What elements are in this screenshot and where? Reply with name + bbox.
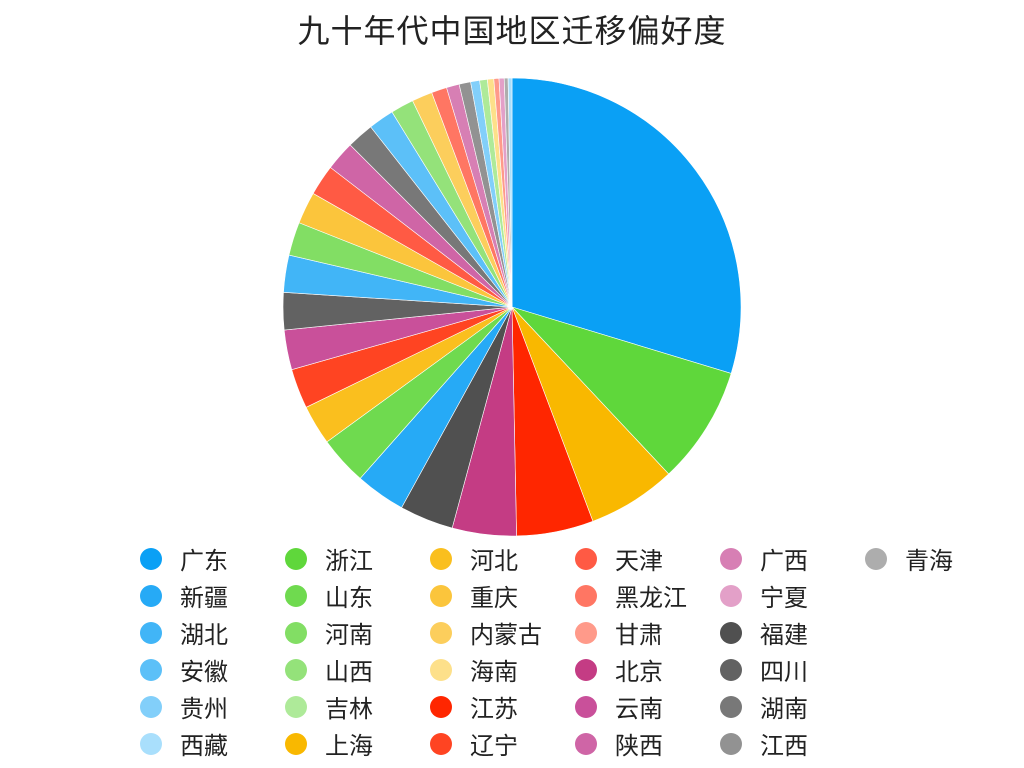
legend-item: 甘肃 <box>575 614 693 651</box>
legend-label: 湖南 <box>760 695 808 723</box>
legend-swatch <box>140 584 162 607</box>
legend-item: 贵州 <box>140 688 258 725</box>
legend-item: 海南 <box>430 651 548 688</box>
legend-label: 北京 <box>615 658 663 686</box>
legend-label: 辽宁 <box>470 732 518 760</box>
legend-item: 河南 <box>285 614 403 651</box>
legend-swatch <box>865 547 887 570</box>
legend-item: 江西 <box>720 725 838 762</box>
legend-swatch <box>430 621 452 644</box>
legend-swatch <box>430 658 452 681</box>
legend-item: 西藏 <box>140 725 258 762</box>
legend-label: 天津 <box>615 547 663 575</box>
legend-label: 福建 <box>760 621 808 649</box>
legend-swatch <box>575 732 597 755</box>
legend-item: 福建 <box>720 614 838 651</box>
legend-label: 江西 <box>760 732 808 760</box>
legend-label: 宁夏 <box>760 584 808 612</box>
legend-label: 海南 <box>470 658 518 686</box>
legend-item: 江苏 <box>430 688 548 725</box>
legend-label: 四川 <box>760 658 808 686</box>
legend-item: 黑龙江 <box>575 577 693 614</box>
legend-item: 宁夏 <box>720 577 838 614</box>
legend-label: 河南 <box>325 621 373 649</box>
legend-swatch <box>285 621 307 644</box>
legend-label: 浙江 <box>325 547 373 575</box>
legend-swatch <box>575 547 597 570</box>
legend-item: 青海 <box>865 540 983 577</box>
pie-slice <box>511 306 732 475</box>
legend-swatch <box>575 584 597 607</box>
legend-item: 四川 <box>720 651 838 688</box>
legend-item: 辽宁 <box>430 725 548 762</box>
legend-swatch <box>140 621 162 644</box>
legend-label: 陕西 <box>615 732 663 760</box>
legend-item: 陕西 <box>575 725 693 762</box>
legend-swatch <box>575 658 597 681</box>
legend-swatch <box>285 658 307 681</box>
legend-item: 湖南 <box>720 688 838 725</box>
legend-item: 云南 <box>575 688 693 725</box>
legend-swatch <box>720 584 742 607</box>
legend-swatch <box>140 658 162 681</box>
legend-swatch <box>140 547 162 570</box>
legend-label: 安徽 <box>180 658 228 686</box>
legend-item: 上海 <box>285 725 403 762</box>
legend: 广东新疆湖北安徽贵州西藏 浙江山东河南山西吉林上海 河北重庆内蒙古海南江苏辽宁 天津黑… <box>140 540 953 765</box>
legend-swatch <box>430 547 452 570</box>
legend-label: 广东 <box>180 547 228 575</box>
legend-swatch <box>720 547 742 570</box>
legend-swatch <box>720 658 742 681</box>
legend-swatch <box>285 732 307 755</box>
legend-swatch <box>575 695 597 718</box>
legend-swatch <box>430 584 452 607</box>
legend-swatch <box>285 695 307 718</box>
legend-swatch <box>720 621 742 644</box>
legend-label: 贵州 <box>180 695 228 723</box>
legend-swatch <box>285 547 307 570</box>
legend-swatch <box>430 695 452 718</box>
legend-label: 云南 <box>615 695 663 723</box>
legend-item: 内蒙古 <box>430 614 548 651</box>
legend-item: 浙江 <box>285 540 403 577</box>
legend-item: 安徽 <box>140 651 258 688</box>
chart-title: 九十年代中国地区迁移偏好度 <box>297 12 727 50</box>
legend-label: 吉林 <box>325 695 373 723</box>
legend-label: 西藏 <box>180 732 228 760</box>
legend-item: 河北 <box>430 540 548 577</box>
legend-label: 新疆 <box>180 584 228 612</box>
legend-swatch <box>720 695 742 718</box>
legend-swatch <box>285 584 307 607</box>
legend-swatch <box>140 695 162 718</box>
legend-swatch <box>430 732 452 755</box>
legend-label: 河北 <box>470 547 518 575</box>
legend-label: 上海 <box>325 732 373 760</box>
legend-item: 重庆 <box>430 577 548 614</box>
pie-slice <box>511 77 742 374</box>
legend-label: 江苏 <box>470 695 518 723</box>
legend-item: 吉林 <box>285 688 403 725</box>
legend-item: 广东 <box>140 540 258 577</box>
legend-item: 新疆 <box>140 577 258 614</box>
legend-item: 山西 <box>285 651 403 688</box>
legend-label: 青海 <box>905 547 953 575</box>
pie-slice <box>507 77 513 308</box>
legend-label: 内蒙古 <box>470 621 542 649</box>
legend-item: 山东 <box>285 577 403 614</box>
legend-label: 广西 <box>760 547 808 575</box>
legend-label: 山东 <box>325 584 373 612</box>
legend-label: 重庆 <box>470 584 518 612</box>
legend-label: 山西 <box>325 658 373 686</box>
legend-item: 广西 <box>720 540 838 577</box>
legend-label: 湖北 <box>180 621 228 649</box>
legend-swatch <box>575 621 597 644</box>
legend-item: 天津 <box>575 540 693 577</box>
legend-item: 湖北 <box>140 614 258 651</box>
legend-label: 黑龙江 <box>615 584 687 612</box>
legend-label: 甘肃 <box>615 621 663 649</box>
pie-chart <box>282 77 742 537</box>
legend-swatch <box>140 732 162 755</box>
legend-item: 北京 <box>575 651 693 688</box>
legend-swatch <box>720 732 742 755</box>
